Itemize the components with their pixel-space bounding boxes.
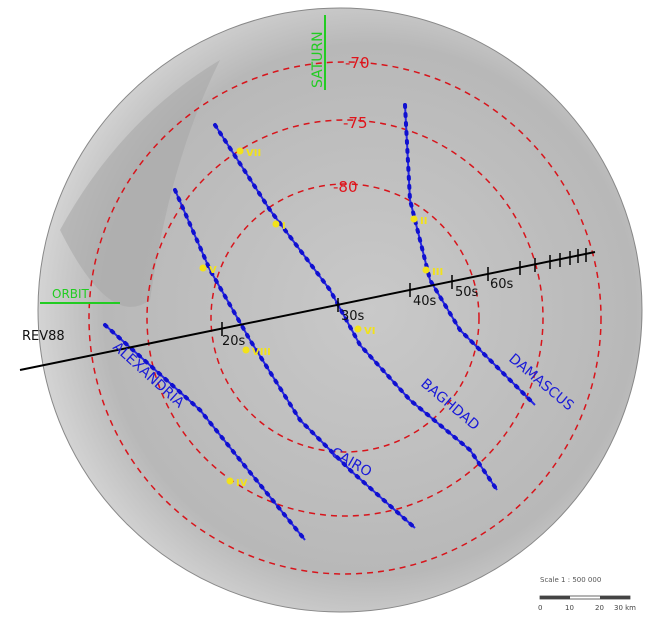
scale-tick: 0 <box>538 604 542 612</box>
site-dot <box>237 148 244 155</box>
time-label: 20s <box>222 334 246 349</box>
saturn-label: SATURN <box>310 31 326 88</box>
time-label: 50s <box>455 285 479 300</box>
scale-title: Scale 1 : 500 000 <box>540 576 601 584</box>
site-dot <box>243 347 250 354</box>
orbit-label: ORBIT <box>52 287 90 301</box>
site-label: II <box>420 216 427 227</box>
rev-label: REV88 <box>22 329 65 344</box>
scale-tick: 20 <box>595 604 604 612</box>
map: -70 -75 -80 REV88 20s 30s 40s 50s 60s OR… <box>0 0 646 617</box>
latitude-label: -80 <box>333 178 358 196</box>
latitude-label: -75 <box>343 114 368 132</box>
site-label: VI <box>364 326 375 337</box>
site-dot <box>411 216 418 223</box>
scale-bar-segment <box>540 596 570 599</box>
site-label: VII <box>246 148 261 159</box>
site-label: III <box>432 267 443 278</box>
time-label: 40s <box>413 294 437 309</box>
site-label: I <box>282 221 286 232</box>
scale-tick: 10 <box>565 604 574 612</box>
site-dot <box>227 478 234 485</box>
site-dot <box>423 267 430 274</box>
scale-tick: 30 km <box>614 604 636 612</box>
site-dot <box>200 265 207 272</box>
scale-box: Scale 1 : 500 000 0 10 20 30 km <box>538 576 636 612</box>
time-label: 60s <box>490 277 514 292</box>
site-label: IV <box>236 478 248 489</box>
scale-bar-segment <box>600 596 630 599</box>
time-label: 30s <box>341 309 365 324</box>
site-dot <box>355 326 362 333</box>
site-label: VIII <box>252 347 271 358</box>
site-dot <box>273 221 280 228</box>
site-label: V <box>209 265 217 276</box>
latitude-label: -70 <box>345 54 370 72</box>
